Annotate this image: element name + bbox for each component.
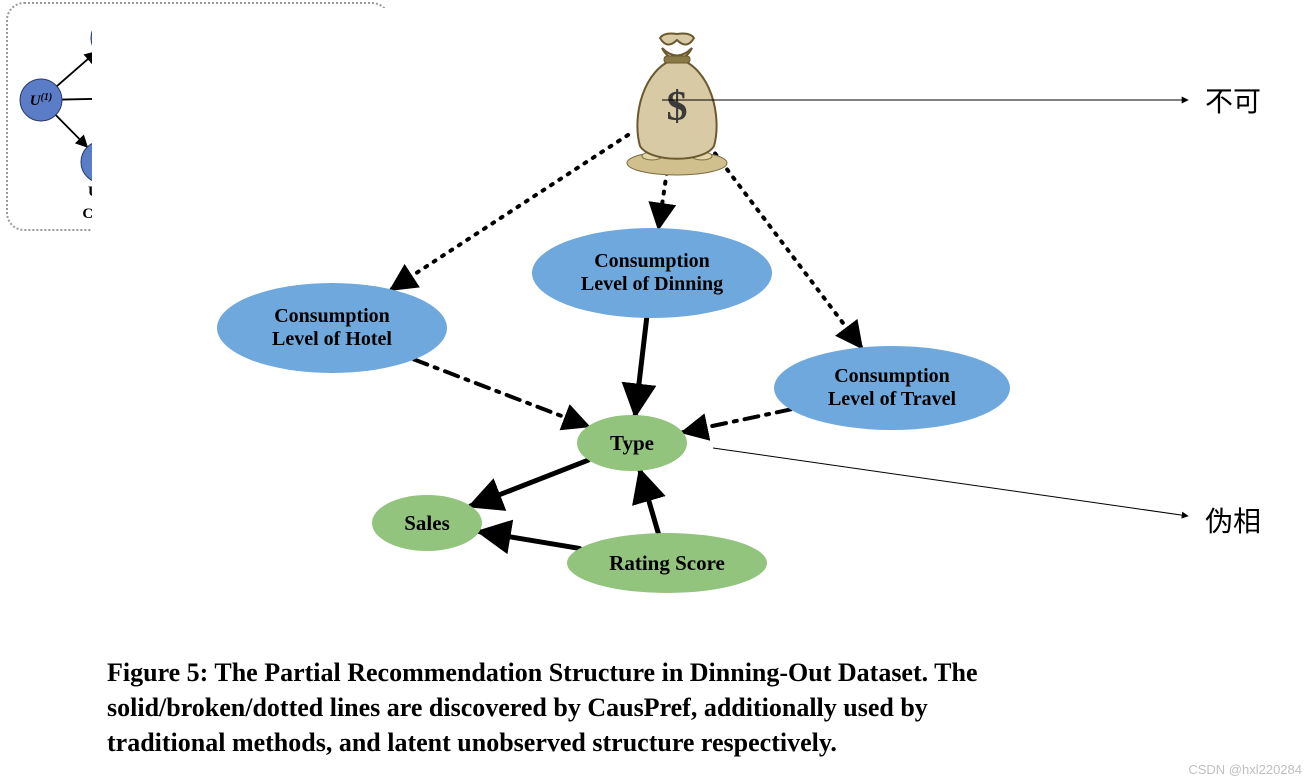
figure-caption: Figure 5: The Partial Recommendation Str… (107, 655, 1009, 760)
node-hotel-l2: Level of Hotel (272, 328, 392, 350)
node-travel-l2: Level of Travel (828, 388, 956, 410)
watermark: CSDN @hxl220284 (1188, 762, 1302, 777)
node-rating: Rating Score (567, 533, 767, 593)
stage: U(1)U(4)U(3)U(2)V(1)V(2)V(3)V(4)V(5) Use… (0, 0, 1310, 781)
node-sales-l1: Sales (404, 511, 450, 536)
node-rating-l1: Rating Score (609, 551, 725, 576)
annotation-2: 伪相 (1205, 500, 1261, 540)
node-type: Type (577, 415, 687, 471)
main-figure: $ ConsumptionLevel of Hotel ConsumptionL… (92, 8, 1024, 778)
node-sales: Sales (372, 495, 482, 551)
money-bag-icon: $ (622, 28, 732, 178)
money-symbol: $ (667, 84, 688, 130)
node-dinning-l2: Level of Dinning (581, 273, 723, 295)
node-travel: ConsumptionLevel of Travel (774, 346, 1010, 430)
node-hotel-l1: Consumption (274, 305, 390, 327)
node-type-l1: Type (610, 431, 654, 456)
annotation-1: 不可 (1205, 80, 1261, 120)
node-dinning-l1: Consumption (594, 250, 710, 272)
node-dinning: ConsumptionLevel of Dinning (532, 228, 772, 318)
node-travel-l1: Consumption (834, 365, 950, 387)
node-hotel: ConsumptionLevel of Hotel (217, 283, 447, 373)
